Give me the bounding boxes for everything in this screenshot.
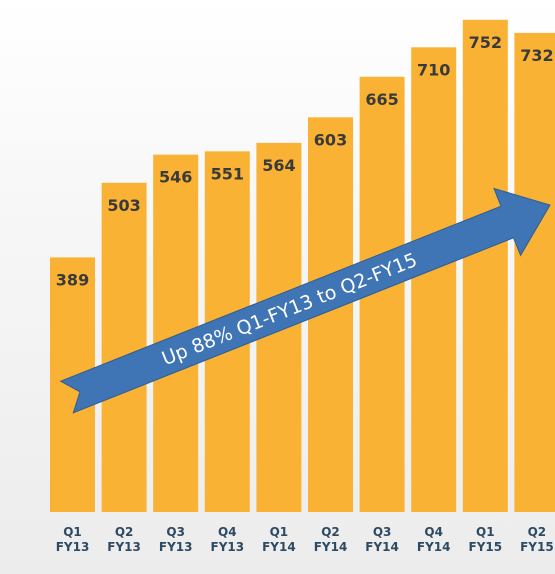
value-label: 503 xyxy=(107,196,140,215)
bars-layer xyxy=(50,19,555,513)
bar-q2-fy15 xyxy=(514,32,555,512)
value-label: 546 xyxy=(159,168,192,187)
bar-q1-fy15 xyxy=(462,19,508,512)
tick-label-quarter: Q1 xyxy=(270,525,289,539)
tick-label-quarter: Q2 xyxy=(321,525,340,539)
tick-label-quarter: Q3 xyxy=(373,525,392,539)
value-label: 710 xyxy=(417,60,450,79)
value-label: 732 xyxy=(520,46,553,65)
tick-label-year: FY13 xyxy=(56,540,90,554)
tick-label-quarter: Q2 xyxy=(528,525,547,539)
value-label: 603 xyxy=(314,130,347,149)
tick-label-year: FY14 xyxy=(365,540,399,554)
x-tick-labels: Q1FY13Q2FY13Q3FY13Q4FY13Q1FY14Q2FY14Q3FY… xyxy=(56,525,554,554)
tick-label-quarter: Q4 xyxy=(218,525,237,539)
value-label: 665 xyxy=(365,90,398,109)
value-label: 752 xyxy=(469,33,502,52)
tick-label-quarter: Q4 xyxy=(424,525,443,539)
tick-label-year: FY15 xyxy=(520,540,554,554)
value-label: 564 xyxy=(262,156,295,175)
tick-label-year: FY14 xyxy=(314,540,348,554)
growth-arrow-shape xyxy=(59,187,551,414)
tick-label-year: FY13 xyxy=(159,540,193,554)
bar-q2-fy13 xyxy=(101,182,147,512)
tick-label-quarter: Q1 xyxy=(476,525,495,539)
tick-label-year: FY13 xyxy=(107,540,141,554)
value-label: 551 xyxy=(211,164,244,183)
tick-label-quarter: Q1 xyxy=(63,525,82,539)
tick-label-year: FY14 xyxy=(262,540,296,554)
tick-label-quarter: Q3 xyxy=(166,525,185,539)
tick-label-year: FY13 xyxy=(211,540,245,554)
value-labels-layer: 389 503 546 551 564 603 665 710 752 732 xyxy=(56,33,554,290)
value-label: 389 xyxy=(56,270,89,289)
tick-label-year: FY14 xyxy=(417,540,451,554)
tick-label-quarter: Q2 xyxy=(115,525,134,539)
bar-q4-fy14 xyxy=(411,47,457,513)
tick-label-year: FY15 xyxy=(469,540,503,554)
